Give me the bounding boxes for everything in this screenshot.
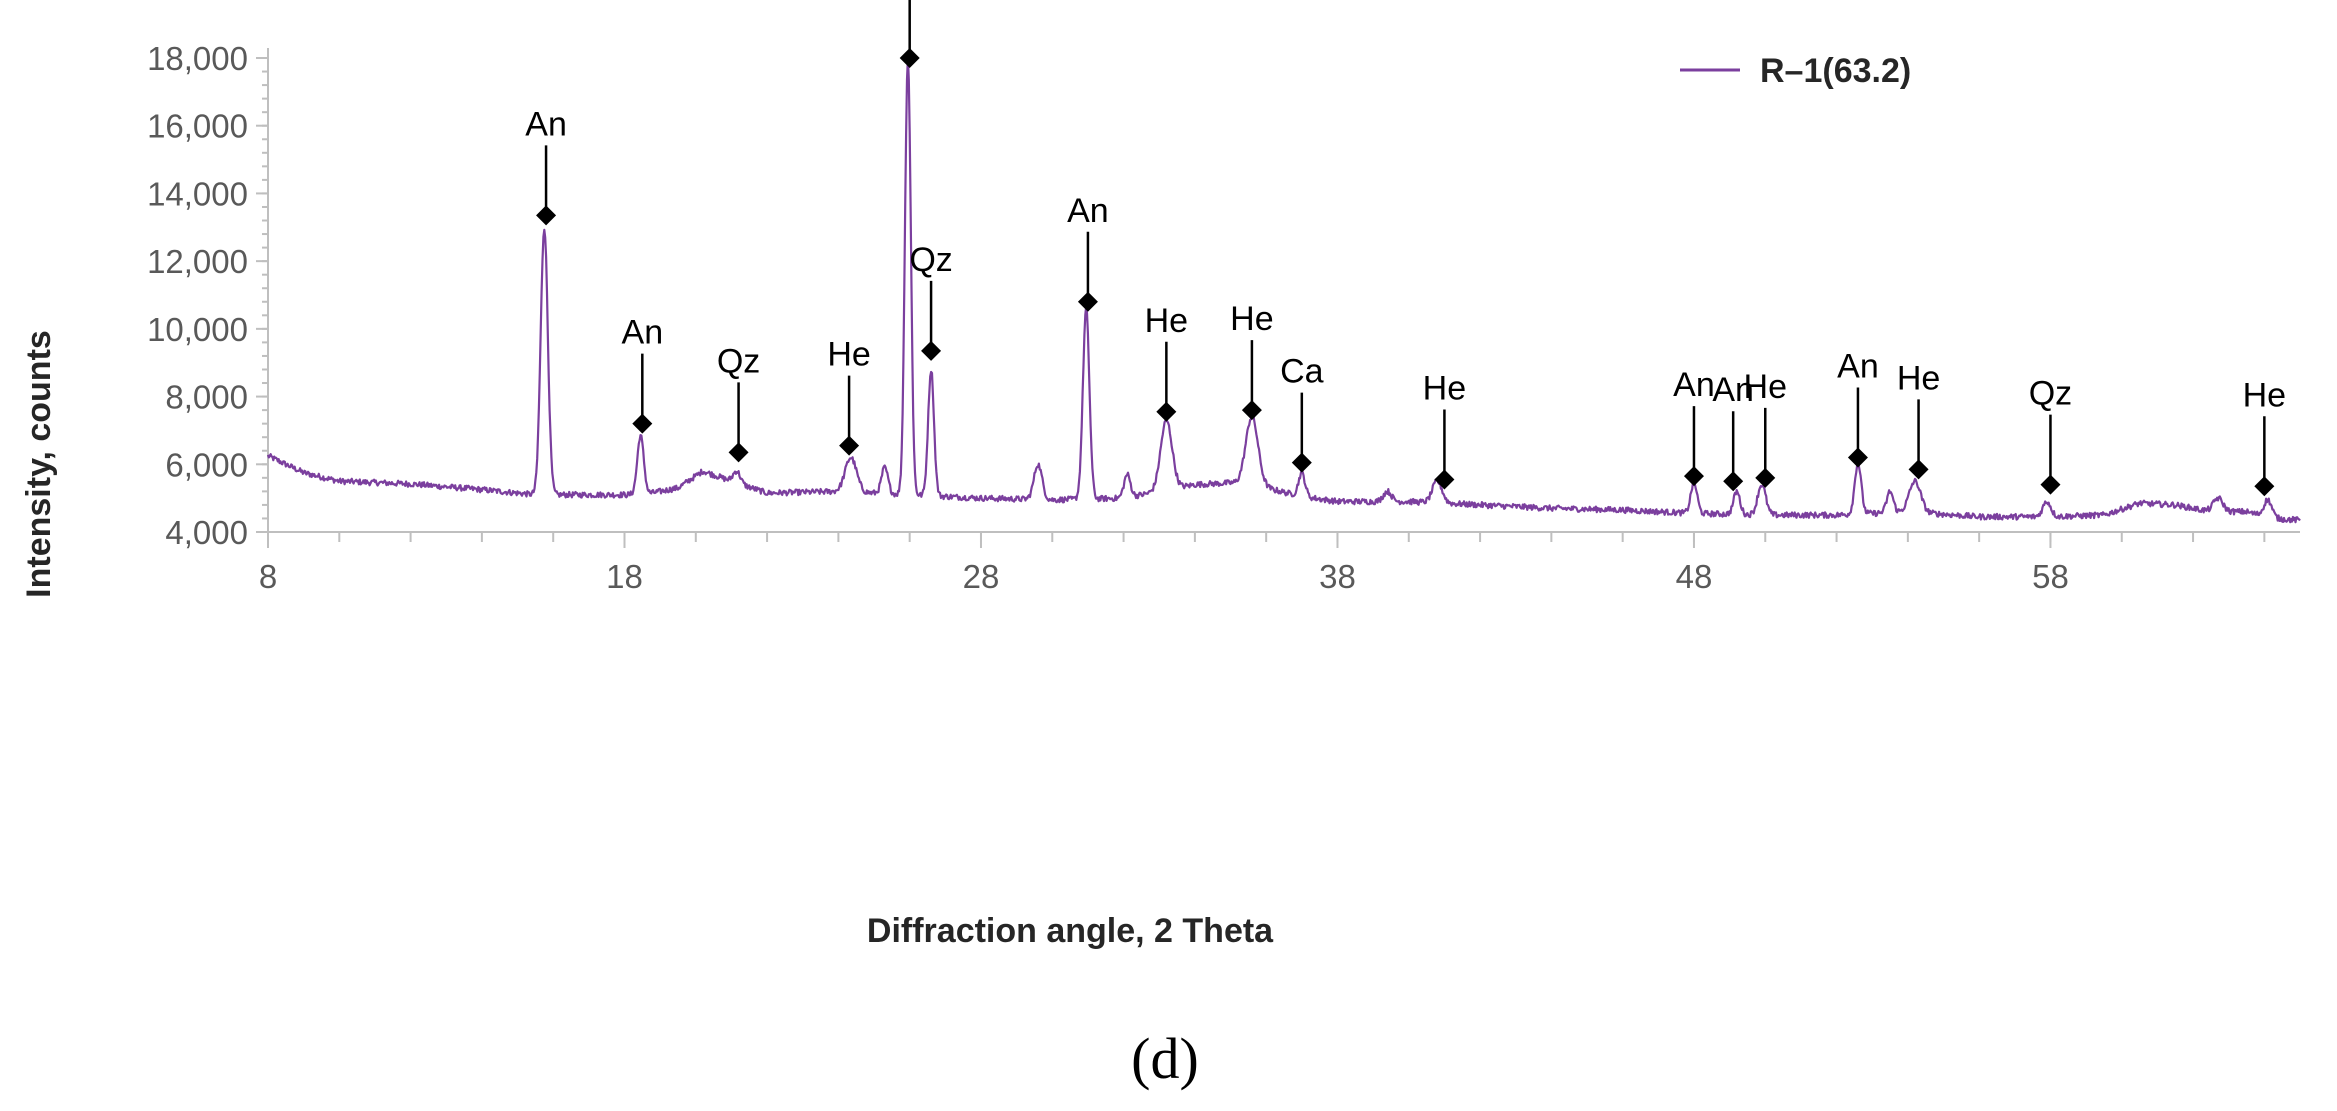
- marker-label: He: [2243, 376, 2286, 414]
- marker-label: An: [525, 105, 567, 143]
- marker-diamond: [1434, 469, 1455, 490]
- y-tick-label: 4,000: [165, 514, 248, 551]
- marker-diamond: [1908, 459, 1929, 480]
- marker-label: He: [1897, 359, 1940, 397]
- figure-caption: (d): [1131, 1026, 1199, 1091]
- y-tick-label: 10,000: [147, 311, 248, 348]
- phase-marker: An: [525, 105, 567, 226]
- phase-marker: Qz: [909, 241, 953, 361]
- marker-label: An: [1067, 192, 1109, 230]
- x-tick-label: 48: [1676, 558, 1713, 595]
- x-tick-label: 18: [606, 558, 643, 595]
- marker-label: Ca: [1280, 353, 1324, 391]
- marker-diamond: [1156, 401, 1177, 422]
- x-tick-label: 28: [963, 558, 1000, 595]
- phase-marker: He: [1423, 370, 1466, 490]
- marker-label: An: [622, 314, 664, 352]
- marker-diamond: [2254, 476, 2275, 497]
- phase-marker: An: [899, 0, 920, 68]
- y-tick-label: 8,000: [165, 379, 248, 416]
- marker-label: An: [1712, 371, 1754, 409]
- marker-label: He: [1145, 302, 1188, 340]
- phase-marker: He: [1897, 359, 1940, 480]
- series-layer: [266, 57, 2301, 524]
- marker-layer: AnAnQzHeAnQzAnHeHeCaHeAnAnHeAnHeQzHe: [525, 0, 2286, 497]
- phase-marker: An: [1673, 366, 1715, 487]
- marker-diamond: [1847, 447, 1868, 468]
- x-tick-label: 58: [2032, 558, 2069, 595]
- marker-diamond: [839, 435, 860, 456]
- marker-label: An: [1673, 366, 1715, 404]
- marker-label: Qz: [909, 241, 952, 279]
- marker-diamond: [536, 205, 557, 226]
- marker-diamond: [1683, 466, 1704, 487]
- y-tick-label: 14,000: [147, 175, 248, 212]
- x-tick-label: 8: [259, 558, 277, 595]
- marker-diamond: [1723, 471, 1744, 492]
- marker-diamond: [921, 340, 942, 361]
- phase-marker: He: [1230, 300, 1274, 421]
- phase-marker: An: [1067, 192, 1109, 312]
- phase-marker: An: [622, 314, 664, 434]
- y-tick-label: 18,000: [147, 40, 248, 77]
- y-axis-title: Intensity, counts: [20, 330, 58, 598]
- marker-label: Qz: [717, 342, 760, 380]
- marker-diamond: [2040, 474, 2061, 495]
- legend: R–1(63.2): [1680, 52, 1911, 90]
- marker-label: He: [1230, 300, 1273, 338]
- y-tick-label: 16,000: [147, 108, 248, 145]
- marker-diamond: [1755, 467, 1776, 488]
- marker-label: An: [1837, 348, 1879, 386]
- y-tick-label: 6,000: [165, 446, 248, 483]
- x-axis-title: Diffraction angle, 2 Theta: [867, 912, 1274, 950]
- phase-marker: An: [1712, 371, 1754, 492]
- marker-label: Qz: [2029, 375, 2072, 413]
- legend-label: R–1(63.2): [1760, 52, 1911, 90]
- y-tick-label: 12,000: [147, 243, 248, 280]
- phase-marker: Qz: [717, 342, 760, 463]
- phase-marker: Qz: [2029, 375, 2072, 495]
- marker-label: He: [1423, 370, 1466, 408]
- marker-diamond: [632, 413, 653, 434]
- marker-diamond: [899, 48, 920, 68]
- phase-marker: He: [2243, 376, 2286, 497]
- axes: 8 18 28 38 48 58 4,000 6,000 8,000 10,000 12,000 14…: [147, 40, 2300, 595]
- marker-label: He: [1744, 368, 1787, 406]
- x-tick-label: 38: [1319, 558, 1356, 595]
- phase-marker: He: [1145, 302, 1188, 422]
- phase-marker: He: [1744, 368, 1787, 488]
- phase-marker: He: [827, 336, 871, 456]
- marker-diamond: [1291, 452, 1312, 473]
- marker-label: He: [827, 336, 870, 374]
- phase-marker: Ca: [1280, 353, 1324, 473]
- phase-marker: An: [1837, 348, 1879, 468]
- marker-diamond: [1077, 291, 1098, 312]
- marker-diamond: [728, 442, 749, 463]
- series-line: [266, 57, 2301, 524]
- marker-diamond: [1241, 400, 1262, 421]
